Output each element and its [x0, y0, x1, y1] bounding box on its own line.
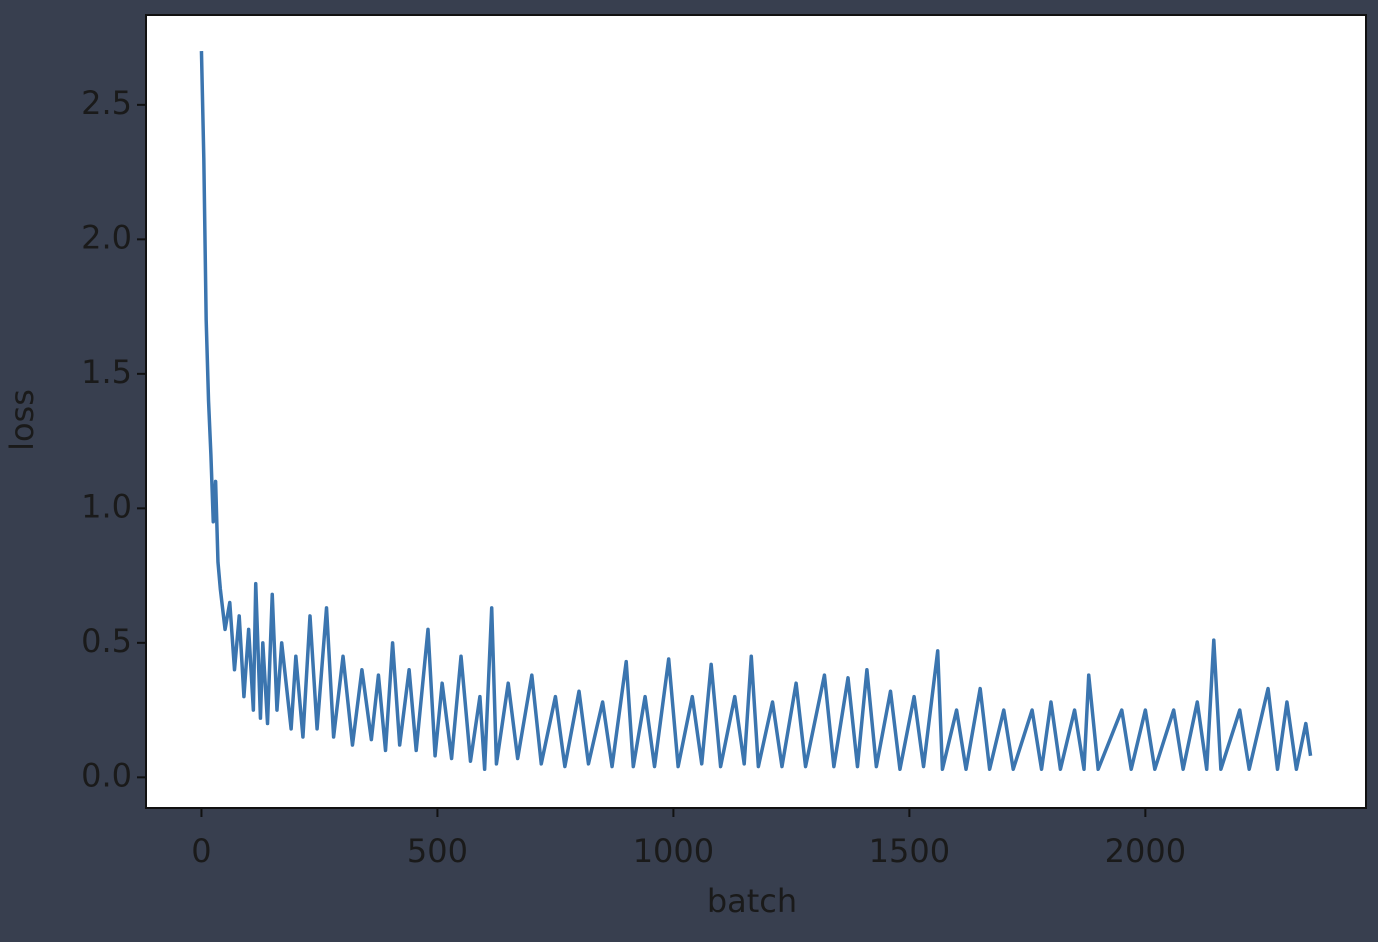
y-tick-label: 2.0 — [81, 218, 132, 256]
x-tick-label: 1000 — [633, 832, 714, 870]
y-tick-label: 0.5 — [81, 622, 132, 660]
x-tick-label: 1500 — [869, 832, 950, 870]
loss-line — [199, 51, 1313, 772]
x-axis-label: batch — [707, 882, 797, 920]
plot-area — [145, 14, 1367, 809]
y-axis-label: loss — [3, 389, 41, 451]
x-tick-label: 2000 — [1105, 832, 1186, 870]
x-tick-label: 500 — [407, 832, 468, 870]
y-tick-label: 0.0 — [81, 756, 132, 794]
y-tick-label: 1.0 — [81, 487, 132, 525]
y-tick-label: 2.5 — [81, 84, 132, 122]
x-tick-label: 0 — [191, 832, 211, 870]
y-tick-label: 1.5 — [81, 353, 132, 391]
